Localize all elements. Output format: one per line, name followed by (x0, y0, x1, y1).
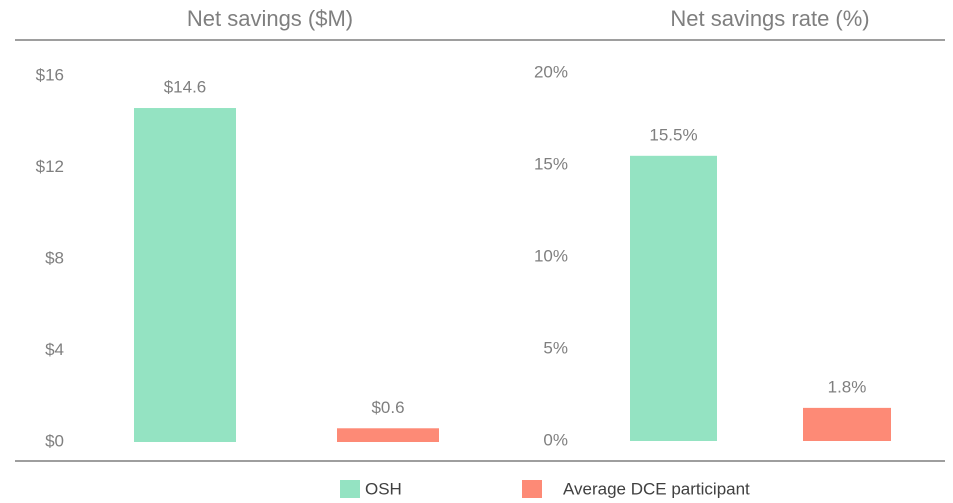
y-tick-label: $4 (45, 340, 64, 359)
legend-swatch (340, 480, 360, 498)
value-label: $0.6 (371, 398, 404, 417)
y-tick-label: 10% (534, 246, 568, 265)
legend-label: Average DCE participant (563, 479, 750, 498)
y-tick-label: $16 (36, 65, 64, 84)
y-tick-label: 15% (534, 154, 568, 173)
value-label: 15.5% (649, 125, 697, 144)
value-label: $14.6 (164, 78, 207, 97)
bar (803, 407, 891, 441)
value-label: 1.8% (828, 377, 867, 396)
y-tick-label: $12 (36, 157, 64, 176)
legend-label: OSH (365, 479, 402, 498)
y-tick-label: 20% (534, 62, 568, 81)
chart-title: Net savings rate (%) (670, 6, 869, 31)
bar (337, 428, 439, 442)
bar (134, 108, 236, 443)
y-tick-label: 5% (543, 338, 568, 357)
y-tick-label: 0% (543, 430, 568, 449)
y-tick-label: $8 (45, 248, 64, 267)
chart-title: Net savings ($M) (187, 6, 353, 31)
bar (630, 155, 717, 442)
y-tick-label: $0 (45, 431, 64, 450)
legend-swatch (522, 480, 542, 498)
